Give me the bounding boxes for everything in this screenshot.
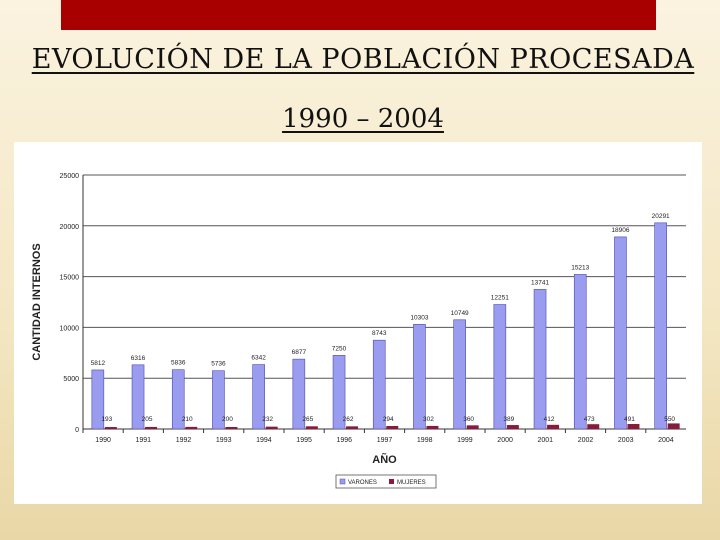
x-tick-label: 1998 xyxy=(417,437,433,444)
y-tick-label: 20000 xyxy=(60,224,80,231)
data-label-mujeres: 210 xyxy=(182,416,193,423)
bar-varones xyxy=(131,364,145,430)
bar-mujeres xyxy=(386,426,399,429)
bar-varones xyxy=(614,236,627,430)
bar-mujeres xyxy=(305,426,318,429)
data-label-mujeres: 205 xyxy=(142,416,153,423)
data-label-mujeres: 360 xyxy=(463,416,474,423)
x-tick-label: 1992 xyxy=(176,437,192,444)
data-label-mujeres: 473 xyxy=(584,416,595,423)
y-axis-label: CANTIDAD INTERNOS xyxy=(31,243,43,360)
bar-varones xyxy=(493,304,507,430)
data-label-mujeres: 302 xyxy=(423,416,434,423)
bar-mujeres xyxy=(426,425,439,429)
bar-varones xyxy=(453,319,466,430)
data-label-varones: 5836 xyxy=(171,360,186,367)
data-label-varones: 20291 xyxy=(652,213,670,220)
data-label-varones: 5736 xyxy=(211,361,226,368)
data-label-varones: 18906 xyxy=(611,227,629,234)
bar-mujeres xyxy=(185,426,198,429)
data-label-varones: 6877 xyxy=(292,349,307,356)
data-label-varones: 6316 xyxy=(131,355,146,362)
data-label-varones: 6342 xyxy=(251,355,266,362)
data-label-mujeres: 389 xyxy=(503,416,514,423)
bar-varones xyxy=(654,222,667,430)
bar-varones xyxy=(533,289,547,430)
bar-varones xyxy=(573,274,587,430)
bar-mujeres xyxy=(265,426,278,429)
bar-varones xyxy=(292,358,306,430)
y-tick-label: 5000 xyxy=(63,376,79,383)
x-tick-label: 1995 xyxy=(296,437,312,444)
bar-varones xyxy=(171,369,185,430)
data-label-varones: 12251 xyxy=(491,295,509,302)
data-label-mujeres: 232 xyxy=(262,416,273,423)
bar-varones xyxy=(252,364,265,430)
x-tick-label: 1990 xyxy=(95,437,111,444)
bar-varones xyxy=(212,370,225,430)
bar-mujeres xyxy=(104,427,117,429)
bar-mujeres xyxy=(225,426,238,429)
y-tick-label: 0 xyxy=(75,427,79,434)
x-axis-label: AÑO xyxy=(372,453,397,466)
bar-mujeres xyxy=(547,424,560,429)
data-label-varones: 10303 xyxy=(410,314,428,321)
x-tick-label: 1996 xyxy=(337,437,353,444)
x-tick-label: 1997 xyxy=(377,437,393,444)
x-tick-label: 1991 xyxy=(136,437,152,444)
data-label-varones: 7250 xyxy=(332,345,347,352)
x-tick-label: 2003 xyxy=(618,437,634,444)
data-label-mujeres: 262 xyxy=(343,416,354,423)
bar-varones xyxy=(332,355,346,430)
data-label-mujeres: 200 xyxy=(222,416,233,423)
data-label-mujeres: 550 xyxy=(664,416,675,423)
x-tick-label: 1999 xyxy=(457,437,473,444)
legend-swatch-mujeres xyxy=(389,479,394,484)
x-tick-label: 2004 xyxy=(658,437,674,444)
x-tick-label: 2000 xyxy=(497,437,513,444)
bar-varones xyxy=(91,369,105,430)
data-label-varones: 5812 xyxy=(91,360,106,367)
x-tick-label: 2002 xyxy=(578,437,594,444)
data-label-mujeres: 491 xyxy=(624,416,635,423)
data-label-varones: 15213 xyxy=(571,264,589,271)
data-label-varones: 10749 xyxy=(451,310,469,317)
bar-mujeres xyxy=(587,424,600,429)
x-tick-label: 2001 xyxy=(538,437,554,444)
bar-varones xyxy=(372,339,386,430)
legend-swatch-varones xyxy=(339,478,346,485)
bar-mujeres xyxy=(145,426,158,429)
legend-label-mujeres: MUJERES xyxy=(397,480,426,486)
data-label-mujeres: 193 xyxy=(101,416,112,423)
chart-panel: 0 5000 10000 15000 20000 25000 5812 193 1990 6316… xyxy=(14,142,702,504)
data-label-varones: 13741 xyxy=(531,279,549,286)
bar-chart: 0 5000 10000 15000 20000 25000 5812 193 1990 6316… xyxy=(31,173,686,489)
slide-subtitle: 1990 – 2004 xyxy=(282,104,444,134)
bar-varones xyxy=(413,324,426,430)
data-label-mujeres: 265 xyxy=(302,416,313,423)
title-bar-decoration xyxy=(61,0,656,30)
data-label-mujeres: 294 xyxy=(383,416,394,423)
x-tick-label: 1994 xyxy=(256,437,272,444)
data-label-varones: 8743 xyxy=(372,330,387,337)
data-label-mujeres: 412 xyxy=(544,416,555,423)
bar-mujeres xyxy=(667,423,680,429)
bar-mujeres xyxy=(506,425,519,429)
legend-box xyxy=(335,474,437,489)
bar-mujeres xyxy=(627,424,640,429)
y-tick-label: 25000 xyxy=(60,173,80,180)
x-tick-label: 1993 xyxy=(216,437,232,444)
slide-title: EVOLUCIÓN DE LA POBLACIÓN PROCESADA xyxy=(31,44,695,75)
legend-label-varones: VARONES xyxy=(348,480,377,486)
y-tick-label: 10000 xyxy=(60,325,80,332)
bar-mujeres xyxy=(346,426,359,429)
y-tick-label: 15000 xyxy=(60,275,80,282)
bar-mujeres xyxy=(466,425,479,429)
